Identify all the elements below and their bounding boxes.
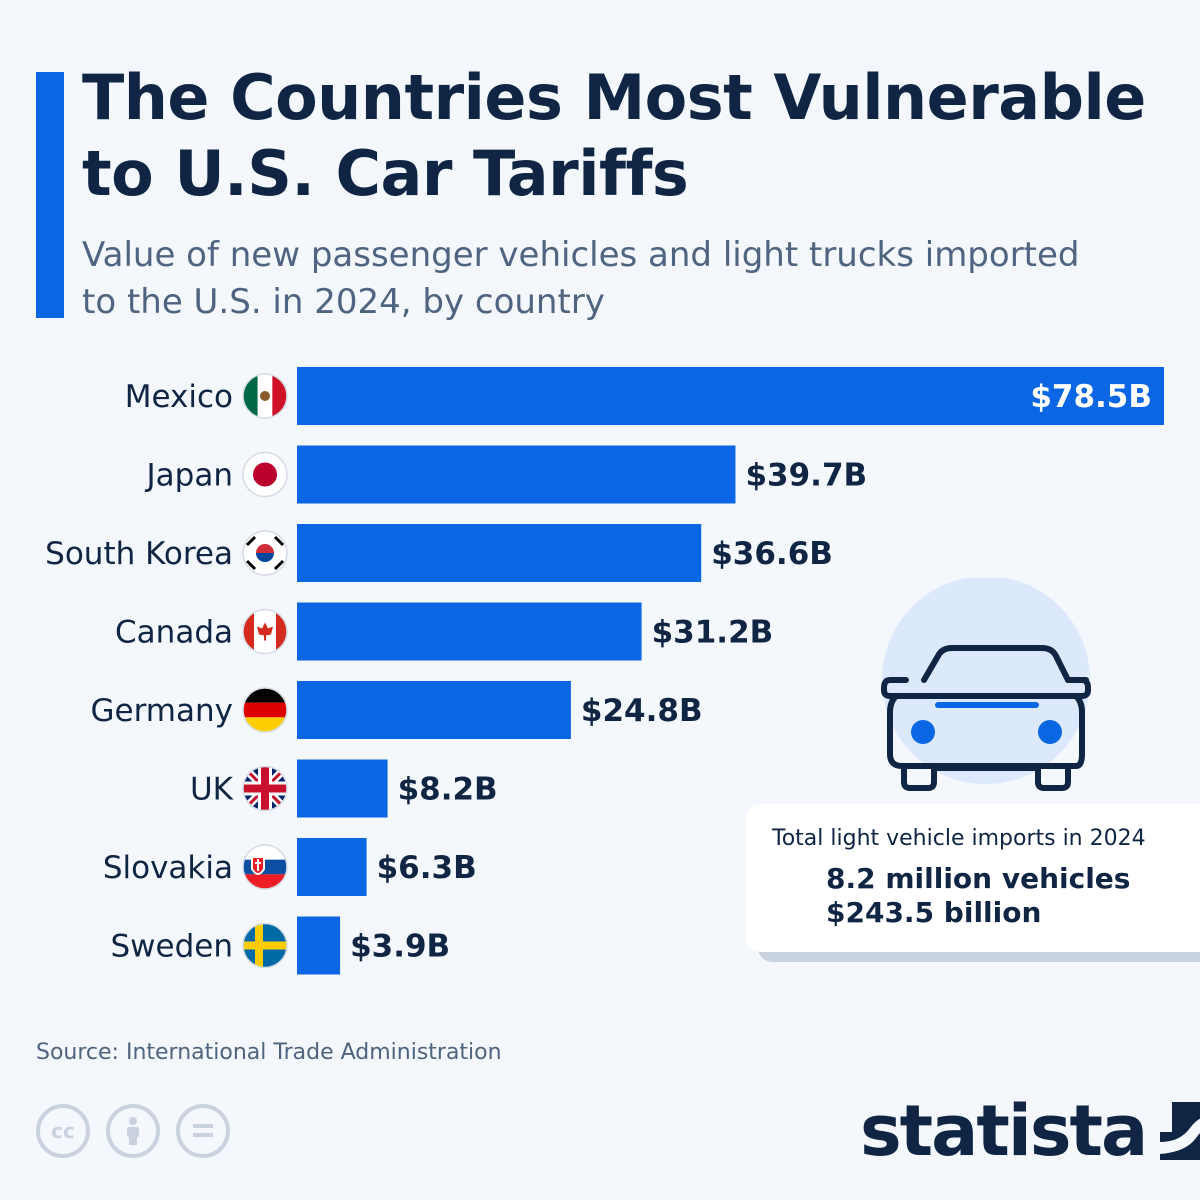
category-label: Slovakia (103, 850, 233, 886)
statista-mark-icon (1160, 1102, 1200, 1160)
value-label: $39.7B (745, 458, 867, 494)
statista-logo[interactable]: statista (860, 1090, 1200, 1172)
category-label: UK (190, 772, 234, 808)
value-label: $31.2B (652, 615, 774, 651)
source-note: Source: International Trade Administrati… (36, 1040, 502, 1065)
chart-title: The Countries Most Vulnerable to U.S. Ca… (82, 61, 1146, 210)
value-label: $78.5B (1030, 379, 1152, 415)
bar-sweden (297, 916, 341, 975)
value-label: $8.2B (398, 772, 498, 808)
brand-wordmark: statista (860, 1090, 1148, 1172)
car-icon (881, 578, 1091, 791)
bar-mexico (297, 367, 1164, 425)
south-korea-flag-icon (242, 530, 288, 576)
attribution-icon[interactable] (106, 1104, 160, 1158)
chart-subtitle: Value of new passenger vehicles and ligh… (82, 235, 1080, 322)
value-label: $6.3B (377, 850, 477, 886)
cc-icon[interactable]: cc (36, 1104, 90, 1158)
sweden-flag-icon (242, 922, 288, 969)
title-accent-bar (36, 72, 64, 318)
category-label: Sweden (110, 929, 233, 965)
license-icons: cc (36, 1104, 230, 1158)
category-label: Canada (115, 615, 233, 651)
callout-vehicles: 8.2 million vehicles (826, 862, 1131, 895)
no-derivatives-icon[interactable] (176, 1104, 230, 1158)
germany-flag-icon (242, 687, 288, 733)
value-label: $36.6B (711, 536, 833, 572)
uk-flag-icon (242, 765, 288, 812)
slovakia-flag-icon (242, 844, 288, 890)
category-label: Germany (91, 693, 233, 729)
value-label: $3.9B (350, 929, 450, 965)
bar-canada (297, 602, 642, 661)
canada-flag-icon (242, 608, 288, 655)
category-label: Mexico (125, 379, 233, 415)
bar-uk (297, 759, 388, 818)
value-label: $24.8B (581, 693, 703, 729)
japan-flag-icon (242, 451, 288, 498)
bar-south-korea (297, 524, 702, 582)
bar-germany (297, 681, 571, 739)
bar-japan (297, 445, 736, 504)
callout-value: $243.5 billion (826, 896, 1042, 929)
callout-label: Total light vehicle imports in 2024 (772, 826, 1146, 851)
category-label: South Korea (45, 536, 233, 572)
totals-callout: Total light vehicle imports in 2024 8.2 … (746, 804, 1200, 952)
category-label: Japan (145, 458, 233, 494)
bar-chart: Mexico $78.5B Japan $39.7B South Korea $36.6B… (45, 367, 1164, 975)
bar-slovakia (297, 838, 367, 896)
mexico-flag-icon (242, 373, 288, 419)
